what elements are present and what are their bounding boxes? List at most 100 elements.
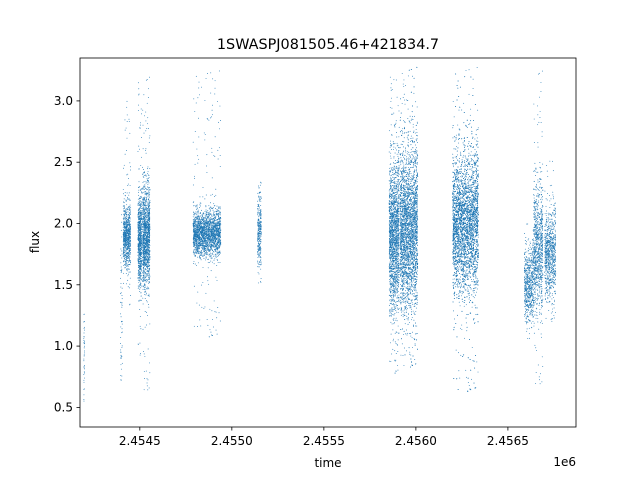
data-point xyxy=(128,178,129,180)
chart-title: 1SWASPJ081505.46+421834.7 xyxy=(217,37,439,53)
data-point xyxy=(142,263,144,265)
data-point xyxy=(143,225,145,227)
data-point xyxy=(142,207,144,208)
data-point xyxy=(204,232,206,234)
data-point xyxy=(143,207,145,209)
data-point xyxy=(148,206,150,208)
data-point xyxy=(123,218,125,220)
data-point xyxy=(127,257,129,259)
data-point xyxy=(148,258,149,260)
data-point xyxy=(145,231,147,233)
data-point xyxy=(217,307,219,308)
data-point xyxy=(192,251,194,253)
data-point xyxy=(121,221,123,223)
data-point xyxy=(122,167,124,169)
data-point xyxy=(124,205,125,207)
data-point xyxy=(120,364,122,366)
data-point xyxy=(123,255,125,257)
data-point xyxy=(142,205,144,207)
data-point xyxy=(140,230,142,232)
data-point xyxy=(146,226,148,227)
data-point xyxy=(141,240,143,242)
data-point xyxy=(206,226,208,228)
data-point xyxy=(141,213,142,214)
data-point xyxy=(140,328,142,330)
data-point xyxy=(145,294,147,296)
data-point xyxy=(142,279,144,281)
data-point xyxy=(196,302,198,304)
data-point xyxy=(129,204,131,206)
data-point xyxy=(139,204,141,206)
data-point xyxy=(193,220,195,222)
data-point xyxy=(218,241,220,242)
data-point xyxy=(143,268,145,270)
data-point xyxy=(126,219,128,221)
data-point xyxy=(220,220,221,222)
data-point xyxy=(147,248,149,249)
data-point xyxy=(139,228,141,230)
data-point xyxy=(140,246,142,248)
data-point xyxy=(206,319,208,321)
data-point xyxy=(148,250,150,251)
data-point xyxy=(125,246,127,248)
data-point xyxy=(147,275,149,277)
data-point xyxy=(198,245,200,247)
data-point xyxy=(215,311,217,313)
data-point xyxy=(207,224,209,226)
data-point xyxy=(121,331,123,333)
data-point xyxy=(194,163,196,165)
data-point xyxy=(126,224,128,226)
data-point xyxy=(121,375,123,377)
data-point xyxy=(197,224,198,226)
data-point xyxy=(143,270,145,272)
data-point xyxy=(210,225,212,227)
data-point xyxy=(140,244,142,246)
data-point xyxy=(122,205,124,207)
data-point xyxy=(141,113,142,115)
data-point xyxy=(211,230,213,232)
data-point xyxy=(126,250,128,252)
data-point xyxy=(213,300,215,302)
data-point xyxy=(202,281,204,283)
data-point xyxy=(146,250,148,252)
data-point xyxy=(201,216,203,218)
data-point xyxy=(146,246,148,247)
data-point xyxy=(196,215,198,217)
data-point xyxy=(207,248,209,250)
data-point xyxy=(219,226,221,228)
data-point xyxy=(140,191,142,193)
data-point xyxy=(145,130,147,132)
data-point xyxy=(140,287,142,289)
data-point xyxy=(127,259,129,261)
data-point xyxy=(212,235,214,237)
data-point xyxy=(138,94,140,96)
data-point xyxy=(195,219,197,220)
data-point xyxy=(216,209,218,210)
data-point xyxy=(127,228,129,230)
data-point xyxy=(213,255,215,257)
data-point xyxy=(140,273,142,274)
data-point xyxy=(205,194,207,196)
data-point xyxy=(215,222,217,224)
data-point xyxy=(147,174,149,176)
data-point xyxy=(218,215,220,217)
data-point xyxy=(143,181,145,183)
data-point xyxy=(139,274,141,276)
data-point xyxy=(143,262,144,264)
data-point xyxy=(126,240,128,242)
data-point xyxy=(144,326,146,328)
data-point xyxy=(142,229,144,231)
data-point xyxy=(148,198,150,200)
data-point xyxy=(141,156,142,158)
data-point xyxy=(196,249,198,251)
data-point xyxy=(127,238,129,240)
data-points xyxy=(83,66,557,402)
data-point xyxy=(144,251,146,253)
data-point xyxy=(140,292,142,294)
data-point xyxy=(194,241,196,243)
data-point xyxy=(210,221,212,223)
data-point xyxy=(125,224,127,225)
data-point xyxy=(218,121,219,123)
data-point xyxy=(212,245,214,247)
data-point xyxy=(218,222,220,224)
